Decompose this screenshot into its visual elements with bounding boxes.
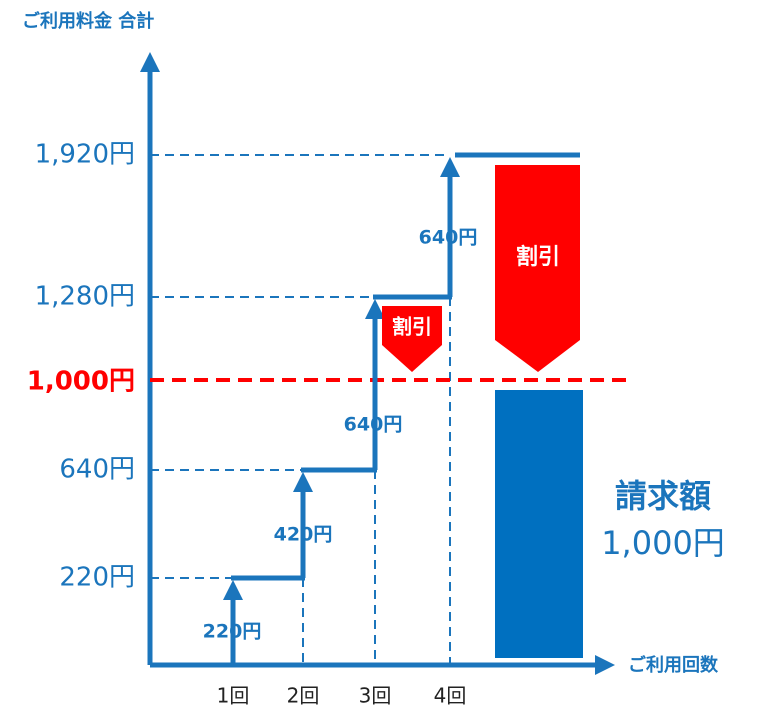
discount-arrow [495, 165, 580, 372]
billing-title: 請求額 [615, 477, 711, 515]
y-label: 220円 [59, 563, 135, 593]
discount-arrow [382, 306, 442, 372]
discount-label: 割引 [516, 244, 560, 270]
y-label: 1,000円 [27, 367, 135, 397]
guides [150, 154, 451, 665]
y-label: 640円 [59, 455, 135, 485]
billing-amount: 1,000円 [601, 524, 725, 562]
step-label: 420円 [274, 524, 333, 546]
y-label: 1,280円 [35, 282, 135, 312]
steps [223, 152, 580, 665]
discount-label: 割引 [392, 315, 432, 339]
y-label: 1,920円 [35, 140, 135, 170]
x-label: 4回 [434, 684, 467, 708]
step-label: 640円 [419, 227, 478, 249]
x-label: 2回 [287, 684, 320, 708]
step-label: 640円 [344, 414, 403, 436]
step-label: 220円 [203, 621, 262, 643]
x-label: 3回 [359, 684, 392, 708]
billing-bar [495, 390, 583, 658]
y-axis-label: ご利用料金 合計 [22, 10, 154, 32]
x-axis-label: ご利用回数 [628, 654, 719, 676]
x-label: 1回 [217, 684, 250, 708]
